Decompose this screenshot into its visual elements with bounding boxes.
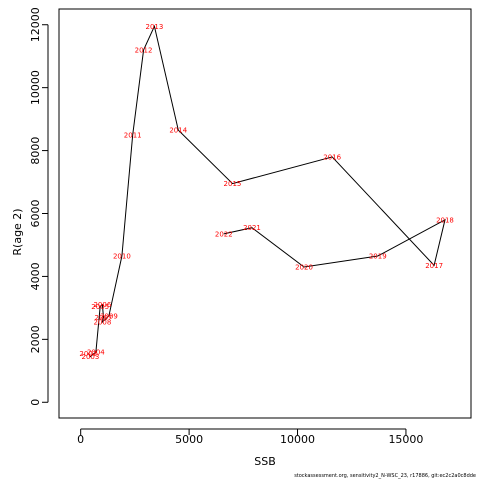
series-line	[87, 24, 446, 358]
x-tick-label: 5000	[175, 433, 203, 446]
point-label-2021: 2021	[243, 224, 261, 232]
point-label-2007: 2007	[95, 314, 113, 322]
point-label-2019: 2019	[369, 252, 387, 260]
y-axis: 0 2000 4000 6000 8000 10000 12000	[29, 7, 49, 406]
x-tick-label: 15000	[388, 433, 423, 446]
y-tick-label: 8000	[29, 137, 42, 165]
point-label-2004: 2004	[87, 348, 105, 356]
point-label-2002: 2002	[79, 350, 97, 358]
y-axis-title: R(age 2)	[11, 208, 24, 255]
y-tick-label: 0	[29, 399, 42, 406]
point-label-2022: 2022	[215, 230, 233, 238]
x-tick-label: 10000	[280, 433, 315, 446]
y-tick-label: 6000	[29, 200, 42, 228]
point-label-2020: 2020	[295, 263, 313, 271]
point-label-2011: 2011	[124, 131, 142, 139]
y-tick-label: 12000	[29, 7, 42, 42]
point-label-2013: 2013	[145, 23, 163, 31]
point-label-2006: 2006	[93, 301, 111, 309]
x-tick-label: 0	[77, 433, 84, 446]
point-label-2009: 2009	[100, 312, 118, 320]
y-tick-label: 10000	[29, 70, 42, 105]
point-label-2018: 2018	[436, 216, 454, 224]
point-label-2014: 2014	[169, 127, 187, 135]
point-label-2003: 2003	[82, 353, 100, 361]
point-label-2015: 2015	[224, 180, 242, 188]
point-label-2017: 2017	[425, 262, 443, 270]
point-label-2005: 2005	[91, 303, 109, 311]
plot-frame	[58, 8, 472, 419]
point-label-2008: 2008	[93, 319, 111, 327]
point-label-2012: 2012	[135, 46, 153, 54]
footer-text: stockassessment.org, sensitivity2_N-WSC_…	[294, 473, 476, 479]
point-label-2016: 2016	[323, 153, 341, 161]
y-tick-label: 4000	[29, 262, 42, 290]
x-axis-title: SSB	[254, 455, 276, 468]
y-tick-label: 2000	[29, 325, 42, 353]
x-axis: 0 5000 10000 15000	[77, 428, 423, 446]
point-label-2010: 2010	[113, 252, 131, 260]
